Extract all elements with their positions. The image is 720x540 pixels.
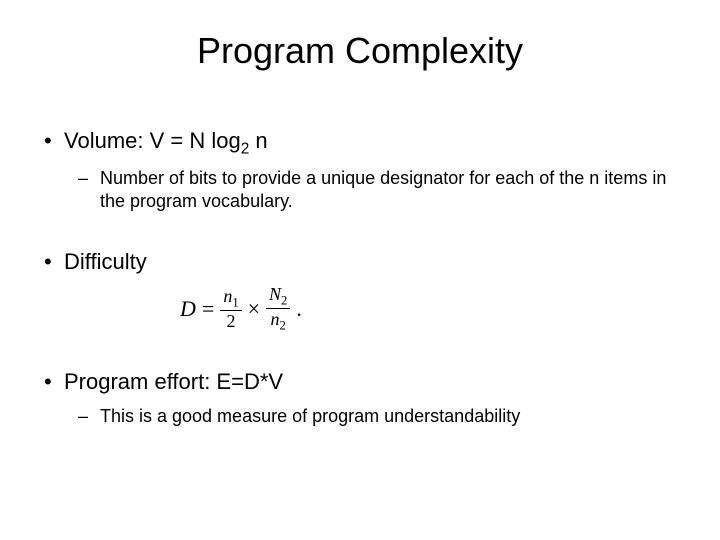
bullet-effort-text: Program effort: E=D*V [64, 369, 283, 394]
bullet-volume: Volume: V = N log2 n [40, 127, 680, 159]
formula-eq: = [202, 296, 214, 322]
bullet-volume-text: Volume: V = N log [64, 128, 241, 153]
formula-frac2-den: n2 [268, 309, 289, 332]
bullet-volume-subscript: 2 [241, 140, 250, 157]
formula-frac2-num-var: N [269, 284, 281, 304]
sub-bullet-effort: This is a good measure of program unders… [40, 405, 680, 428]
formula-wrapper: D = n1 2 × N2 n2 . [40, 285, 680, 332]
sub-bullet-volume: Number of bits to provide a unique desig… [40, 167, 680, 212]
section-volume: Volume: V = N log2 n Number of bits to p… [40, 127, 680, 212]
formula-lhs: D [180, 296, 196, 322]
slide-title: Program Complexity [40, 30, 680, 72]
section-difficulty: Difficulty D = n1 2 × N2 n2 [40, 248, 680, 332]
formula-frac1-num: n1 [220, 287, 241, 311]
bullet-effort: Program effort: E=D*V [40, 368, 680, 397]
formula-frac2-num: N2 [266, 285, 290, 309]
content-list: Volume: V = N log2 n Number of bits to p… [40, 127, 680, 427]
bullet-difficulty-text: Difficulty [64, 249, 147, 274]
bullet-difficulty: Difficulty [40, 248, 680, 277]
formula-frac1-den: 2 [223, 311, 238, 330]
formula-frac2: N2 n2 [266, 285, 290, 332]
formula-frac1: n1 2 [220, 287, 241, 330]
formula-frac2-den-var: n [271, 309, 280, 329]
formula-times: × [248, 296, 260, 322]
sub-bullet-volume-text: Number of bits to provide a unique desig… [100, 168, 666, 211]
formula-frac1-num-sub: 1 [232, 296, 238, 310]
formula-dot: . [296, 296, 302, 322]
formula-frac2-den-sub: 2 [280, 319, 286, 333]
difficulty-formula: D = n1 2 × N2 n2 . [180, 285, 302, 332]
formula-frac1-num-var: n [223, 286, 232, 306]
section-effort: Program effort: E=D*V This is a good mea… [40, 368, 680, 427]
formula-frac2-num-sub: 2 [281, 294, 287, 308]
bullet-volume-tail: n [249, 128, 267, 153]
sub-bullet-effort-text: This is a good measure of program unders… [100, 406, 520, 426]
